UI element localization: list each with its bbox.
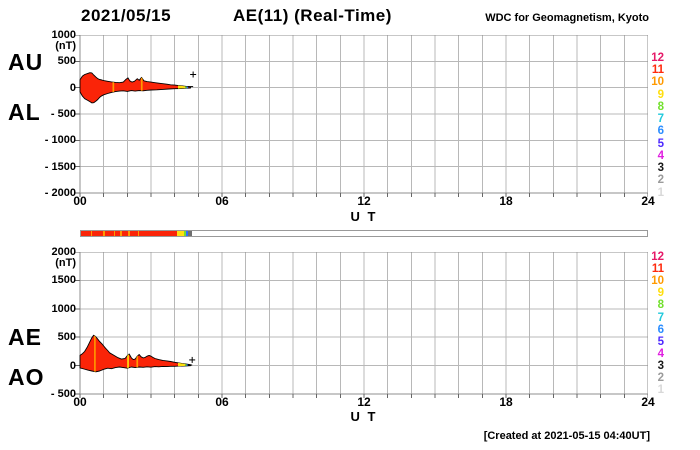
y-tick-label: - 500: [50, 388, 76, 400]
station-count-1: 1: [657, 186, 664, 199]
y-tick-label: 1000: [51, 302, 76, 315]
au-al-chart: [75, 35, 648, 197]
station-count-8: 8: [657, 299, 664, 312]
y-tick-label: 2000: [51, 246, 76, 258]
au-axis-label: AU: [8, 49, 44, 75]
x-tick-label: 00: [73, 194, 87, 208]
y-tick-label: 0: [69, 359, 76, 372]
station-count-11: 11: [651, 263, 664, 276]
y-tick-label: - 2000: [44, 187, 76, 199]
plot-title: AE(11) (Real-Time): [233, 6, 392, 25]
station-count-4: 4: [657, 149, 664, 162]
ae-axis-label: AE: [8, 324, 42, 350]
y-tick-label: 500: [57, 55, 76, 68]
station-count-4: 4: [657, 347, 664, 360]
x-tick-label: 00: [73, 395, 87, 409]
station-count-3: 3: [657, 162, 664, 175]
created-at-text: [Created at 2021-05-15 04:40UT]: [483, 430, 650, 442]
y-tick-label: - 500: [50, 108, 76, 120]
station-count-6: 6: [657, 125, 664, 138]
plot-date: 2021/05/15: [81, 6, 172, 25]
x-tick-label: 18: [499, 395, 513, 409]
station-count-12: 12: [651, 52, 664, 64]
unit-label-bottom: (nT): [55, 257, 76, 269]
y-tick-label: 500: [57, 331, 76, 344]
station-count-11: 11: [651, 64, 664, 77]
availability-segment: [176, 231, 185, 236]
ae-ao-chart: [75, 252, 648, 398]
ut-axis-label-top: U T: [350, 209, 378, 224]
al-axis-label: AL: [8, 99, 41, 125]
station-availability-bar: [80, 230, 648, 237]
x-tick-label: 24: [641, 194, 655, 208]
x-tick-label: 12: [357, 194, 371, 208]
x-tick-label: 24: [641, 395, 655, 409]
x-tick-label: 12: [357, 395, 371, 409]
station-count-2: 2: [657, 174, 664, 187]
station-count-5: 5: [657, 137, 664, 150]
ut-axis-label-bottom: U T: [350, 409, 378, 424]
station-count-6: 6: [657, 323, 664, 336]
availability-segment: [103, 231, 105, 236]
y-tick-label: 1000: [51, 29, 76, 41]
availability-segment: [187, 231, 192, 236]
availability-segment: [184, 231, 186, 236]
y-tick-label: 0: [69, 81, 76, 94]
station-count-1: 1: [657, 384, 664, 397]
station-count-12: 12: [651, 251, 664, 263]
availability-segment: [137, 231, 139, 236]
data-source: WDC for Geomagnetism, Kyoto: [485, 12, 649, 24]
availability-segment: [120, 231, 123, 236]
availability-segment: [128, 231, 131, 236]
station-count-2: 2: [657, 372, 664, 384]
station-count-7: 7: [657, 311, 664, 324]
availability-segment: [113, 231, 115, 236]
availability-segment: [90, 231, 92, 236]
unit-label-top: (nT): [55, 40, 76, 52]
station-count-9: 9: [657, 287, 664, 300]
y-tick-label: - 1500: [44, 160, 76, 173]
x-tick-label: 06: [215, 194, 229, 208]
ao-axis-label: AO: [8, 364, 45, 390]
station-count-10: 10: [651, 275, 664, 288]
station-count-5: 5: [657, 335, 664, 348]
station-count-9: 9: [657, 88, 664, 101]
station-count-8: 8: [657, 100, 664, 113]
y-tick-label: 1500: [51, 274, 76, 287]
station-count-3: 3: [657, 359, 664, 372]
x-tick-label: 18: [499, 194, 513, 208]
station-count-10: 10: [651, 76, 664, 89]
y-tick-label: - 1000: [44, 134, 76, 147]
station-count-7: 7: [657, 113, 664, 126]
availability-segment: [185, 231, 188, 236]
x-tick-label: 06: [215, 395, 229, 409]
